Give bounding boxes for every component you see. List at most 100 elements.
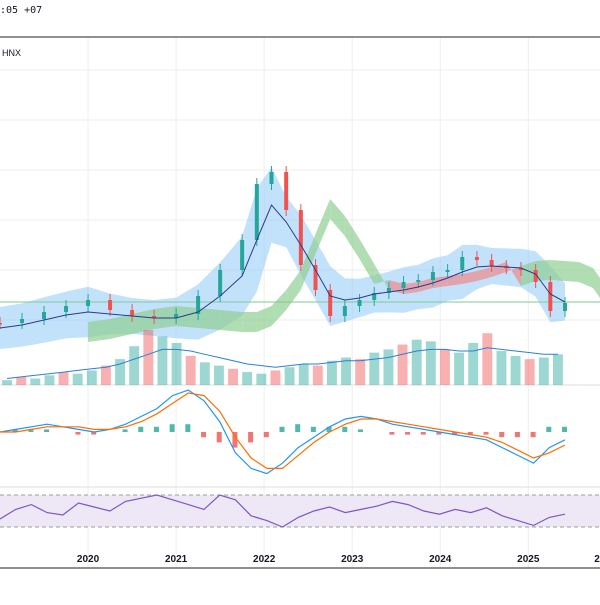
ichimoku-cloud-segment [344,216,360,259]
volume-bar [383,349,394,385]
ichimoku-cloud-segment [593,268,600,298]
volume-bar [369,352,380,385]
volume-bar [256,373,267,385]
macd-histogram-bar [452,432,458,435]
macd-histogram-bar [342,426,348,432]
volume-bar [355,359,366,385]
candle-body [328,290,333,316]
macd-histogram-bar [530,432,536,438]
x-axis-tick-label: 2024 [429,554,452,565]
volume-bar [468,342,479,385]
ichimoku-cloud-segment [315,199,331,254]
x-axis-tick-label: 2022 [253,554,276,565]
macd-histogram-bar [546,426,552,432]
ichimoku-cloud-segment [88,319,111,342]
moving-average-line [0,204,566,329]
volume-average-line [7,347,558,379]
candle-body [460,257,465,270]
candle-body [284,172,289,210]
macd-line [0,389,566,475]
macd-histogram-bar [185,424,191,432]
macd-histogram-bar [295,424,301,432]
symbol-label: HNX [2,48,22,58]
volume-bar [397,344,408,385]
ichimoku-cloud-segment [132,309,155,334]
macd-histogram-bar [248,432,254,443]
macd-histogram-bar [405,432,411,435]
bollinger-band [0,167,565,349]
macd-histogram-bar [326,426,332,432]
macd-histogram-bar [499,432,505,438]
candle-body [401,282,406,288]
candle-body [445,270,450,272]
candle-body [489,260,494,266]
macd-histogram-bar [169,424,175,432]
volume-bar [30,378,41,385]
candle-body [298,210,303,265]
candle-body [196,296,201,314]
macd-histogram-bar [514,432,520,438]
candle-body [548,282,553,311]
candle-body [86,300,91,306]
candle-body [254,184,259,240]
volume-bar [143,330,154,385]
macd-histogram-bar [483,432,489,435]
ichimoku-cloud-segment [462,271,477,284]
macd-histogram-bar [138,426,144,432]
ichimoku-cloud-segment [374,264,389,290]
volume-bar [312,365,323,385]
ichimoku-cloud-segment [330,199,345,236]
volume-bar [16,376,27,385]
macd-histogram-bar [153,426,159,432]
candle-body [563,303,567,311]
volume-bar [86,370,97,385]
signal-line [0,392,566,469]
volume-bar [496,351,507,385]
rsi-line [0,494,566,528]
macd-histogram-bar [75,432,81,435]
macd-histogram-bar [467,432,473,435]
macd-histogram-bar [12,429,18,432]
candle-body [240,240,245,270]
volume-bar [425,341,436,385]
candle-body [313,265,318,290]
ichimoku-cloud-segment [286,270,301,310]
candle-body [152,316,157,318]
volume-bar [439,349,450,385]
macd-histogram-bar [201,432,207,438]
ichimoku-cloud-segment [535,260,551,281]
macd-histogram-bar [263,432,269,438]
macd-histogram-bar [122,429,128,432]
macd-histogram-bar [310,426,316,432]
candle-body [20,319,25,323]
candle-body [108,300,113,310]
ichimoku-cloud-segment [491,262,507,277]
volume-bar [454,352,465,385]
ichimoku-cloud-segment [359,239,375,284]
x-axis-tick-label: 2 [594,554,600,565]
ichimoku-cloud-segment [520,261,536,286]
candle-body [386,288,391,293]
volume-bar [199,362,210,385]
macd-histogram-bar [279,426,285,432]
ichimoku-cloud-segment [271,290,287,326]
ichimoku-cloud-segment [176,306,199,328]
volume-bar [326,360,337,385]
macd-histogram-bar [436,432,442,435]
ichimoku-cloud-segment [242,312,257,332]
ichimoku-cloud-segment [220,310,243,332]
macd-histogram-bar [232,432,238,448]
macd-histogram-bar [216,432,222,443]
volume-bar [482,333,493,385]
volume-bar [270,370,281,385]
ichimoku-cloud-segment [198,308,221,330]
ichimoku-cloud-segment [550,260,565,281]
candle-body [42,312,47,319]
candle-body [130,310,135,316]
macd-histogram-bar [420,432,426,435]
volume-bar [228,368,239,385]
volume-bar [72,373,83,385]
x-axis-tick-label: 2025 [517,554,540,565]
